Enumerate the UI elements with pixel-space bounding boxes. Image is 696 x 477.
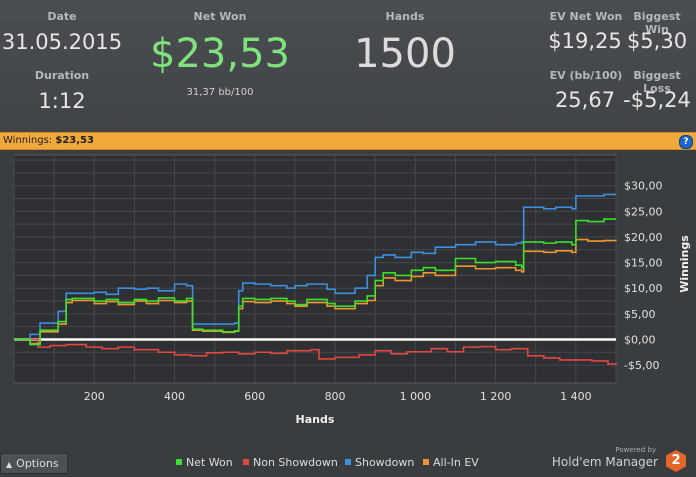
series-line-showdown <box>14 193 616 341</box>
y-tick-label: -$5,00 <box>624 359 659 372</box>
duration-label: Duration <box>34 69 90 82</box>
legend-net-won[interactable]: Net Won <box>176 456 233 469</box>
chevron-up-icon: ▲ <box>6 460 13 469</box>
biggest-loss-label: Biggest Loss <box>633 69 681 95</box>
options-button[interactable]: ▲ Options <box>0 453 68 474</box>
y-tick-label: $20,00 <box>624 231 663 244</box>
biggest-win-label: Biggest Win <box>633 10 681 36</box>
y-tick-label: $10,00 <box>624 282 663 295</box>
x-tick-label: 800 <box>325 390 346 403</box>
winnings-chart-svg: 200 400 600 800 1 000 1 200 1 400 -$5,00 $0,00 $5… <box>13 154 691 426</box>
ev-bb-value: 25,67 <box>554 88 616 112</box>
biggest-loss-value: -$5,24 <box>623 88 691 112</box>
non-showdown-swatch-icon <box>243 459 249 465</box>
series-line-net-won <box>14 218 616 346</box>
footer-bar: ▲ Options Net Won Non Showdown Showdown A… <box>0 446 696 477</box>
y-tick-label: $0,00 <box>624 333 656 346</box>
y-tick-label: $15,00 <box>624 257 663 270</box>
legend-non-showdown[interactable]: Non Showdown <box>243 456 338 469</box>
x-tick-label: 1 400 <box>560 390 592 403</box>
net-won-value: $23,53 <box>150 31 290 77</box>
date-label: Date <box>47 10 77 23</box>
net-won-swatch-icon <box>176 459 182 465</box>
series-line-non-showdown <box>14 338 617 365</box>
series-line-all-in-ev <box>14 238 617 345</box>
legend-allin-ev[interactable]: All-In EV <box>423 456 479 469</box>
x-tick-label: 400 <box>164 390 185 403</box>
ev-net-won-value: $19,25 <box>548 29 622 53</box>
winnings-label: Winnings: <box>3 135 53 146</box>
ev-bb-label: EV (bb/100) <box>549 69 623 82</box>
bb-per-100: 31,37 bb/100 <box>186 87 254 98</box>
x-tick-label: 200 <box>84 390 105 403</box>
x-tick-label: 600 <box>244 390 265 403</box>
duration-value: 1:12 <box>38 89 86 113</box>
winnings-value: $23,53 <box>55 135 94 146</box>
powered-by-text: Powered by <box>615 446 656 454</box>
hm2-logo-icon: 2 <box>666 450 686 472</box>
x-axis-title: Hands <box>296 413 335 426</box>
brand-name: Hold'em Manager <box>551 455 658 469</box>
y-axis-title: Winnings <box>678 235 691 293</box>
legend-net-won-label: Net Won <box>186 456 233 469</box>
winnings-banner: Winnings: $23,53 ? <box>0 132 696 150</box>
ev-net-won-label: EV Net Won <box>549 10 623 23</box>
date-value: 31.05.2015 <box>1 30 123 54</box>
options-label: Options <box>16 457 59 470</box>
y-tick-label: $30,00 <box>624 180 663 193</box>
x-tick-label: 1 000 <box>400 390 432 403</box>
winnings-banner-text: Winnings: $23,53 <box>3 135 94 146</box>
y-tick-label: $5,00 <box>624 308 656 321</box>
hands-value: 1500 <box>354 31 456 77</box>
session-stats-panel: Date 31.05.2015 Duration 1:12 Net Won $2… <box>0 0 696 132</box>
legend-allin-ev-label: All-In EV <box>433 456 479 469</box>
winnings-chart: 200 400 600 800 1 000 1 200 1 400 -$5,00 $0,00 $5… <box>0 150 696 450</box>
allin-ev-swatch-icon <box>423 459 429 465</box>
biggest-win-value: $5,30 <box>626 29 688 53</box>
legend-showdown[interactable]: Showdown <box>345 456 414 469</box>
net-won-label: Net Won <box>193 10 247 23</box>
x-tick-label: 1 200 <box>480 390 512 403</box>
legend-non-showdown-label: Non Showdown <box>253 456 338 469</box>
hands-label: Hands <box>385 10 425 23</box>
showdown-swatch-icon <box>345 459 351 465</box>
help-icon[interactable]: ? <box>679 135 693 149</box>
y-tick-label: $25,00 <box>624 205 663 218</box>
legend-showdown-label: Showdown <box>355 456 415 469</box>
